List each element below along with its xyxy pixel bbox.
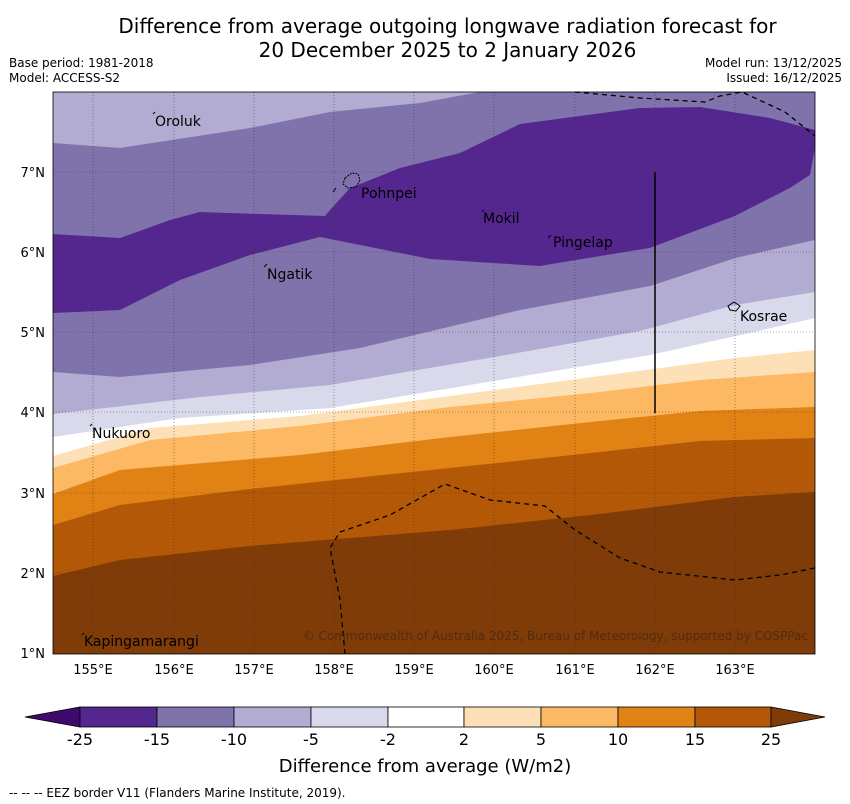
colorbar-extend-high [770,706,826,728]
lat-tick: 4°N [21,406,46,421]
copyright-text: © Commonwealth of Australia 2025, Bureau… [303,629,808,643]
shaded-anomaly-field [53,92,815,654]
place-kosrae: Kosrae [740,309,787,325]
lat-tick: 2°N [21,567,46,582]
base-period: Base period: 1981-2018 [9,56,154,70]
lat-tick: 6°N [21,246,46,261]
islands [81,111,741,636]
colorbar-segment [617,706,696,728]
colorbar-segment [310,706,389,728]
colorbar-tick: 5 [536,730,546,749]
colorbar-segment [387,706,465,728]
colorbar-tick: -25 [67,730,93,749]
lon-tick: 163°E [715,663,755,678]
islet-mark [89,423,93,427]
islet-mark [263,263,268,268]
colorbar-segment [156,706,235,728]
islet-mark [547,234,552,239]
place-kapingamarangi: Kapingamarangi [84,634,199,650]
islet-mark [81,632,85,636]
place-labels: Oroluk Pohnpei Mokil Pingelap Ngatik Kos… [84,114,787,650]
lon-tick: 158°E [314,663,354,678]
place-ngatik: Ngatik [267,267,313,283]
colorbar-segment [694,706,772,728]
eez-borders [329,91,816,655]
colorbar-segment [463,706,542,728]
lon-tick: 161°E [555,663,595,678]
colorbar-tick: -10 [221,730,247,749]
lon-tick: 157°E [234,663,274,678]
islet-mark [152,111,156,115]
colorbar-title: Difference from average (W/m2) [279,756,571,777]
colorbar-tick: 2 [459,730,469,749]
place-nukuoro: Nukuoro [92,426,150,442]
lon-tick: 155°E [73,663,113,678]
colorbar-segment [540,706,619,728]
chart-title-line-2: 20 December 2025 to 2 January 2026 [258,38,637,62]
model-run: Model run: 13/12/2025 [704,56,842,70]
lat-tick: 1°N [21,647,46,662]
colorbar-segment [79,706,158,728]
eez-border-south [329,483,816,655]
island-pohnpei [342,172,361,189]
place-mokil: Mokil [483,211,520,227]
lon-tick: 159°E [394,663,434,678]
lon-tick: 156°E [154,663,194,678]
eez-footnote: -- -- -- EEZ border V11 (Flanders Marine… [9,786,346,800]
issued-date: Issued: 16/12/2025 [726,71,842,85]
islet-mark [332,187,337,193]
map-frame [52,91,816,655]
band-minus25-minus15 [53,107,815,313]
lat-tick-labels: 7°N 6°N 5°N 4°N 3°N 2°N 1°N [21,166,46,662]
lon-tick: 160°E [474,663,514,678]
colorbar-tick: -5 [303,730,319,749]
lat-tick: 7°N [21,166,46,181]
place-pohnpei: Pohnpei [361,186,417,202]
lon-tick: 162°E [635,663,675,678]
colorbar-segment [233,706,312,728]
colorbar-tick: 15 [685,730,705,749]
colorbar-tick: 10 [608,730,628,749]
chart-title-line-1: Difference from average outgoing longwav… [118,14,777,38]
band-minus25-minus15-edge [540,148,815,286]
place-oroluk: Oroluk [155,114,202,130]
place-pingelap: Pingelap [553,235,613,251]
model-name: Model: ACCESS-S2 [9,71,121,85]
islet-mark [481,209,485,213]
colorbar-extend-low [24,706,81,728]
colorbar [24,706,826,728]
lon-tick-labels: 155°E 156°E 157°E 158°E 159°E 160°E 161°… [73,663,755,678]
colorbar-tick: 25 [761,730,781,749]
colorbar-tick-labels: -25 -15 -10 -5 -2 2 5 10 15 25 [67,730,781,749]
island-kosrae [727,301,741,312]
colorbar-tick: -2 [380,730,396,749]
colorbar-tick: -15 [144,730,170,749]
band-minus25-minus15-north [53,92,480,148]
lat-tick: 5°N [21,326,46,341]
lat-tick: 3°N [21,487,46,502]
eez-border-north [574,91,816,137]
